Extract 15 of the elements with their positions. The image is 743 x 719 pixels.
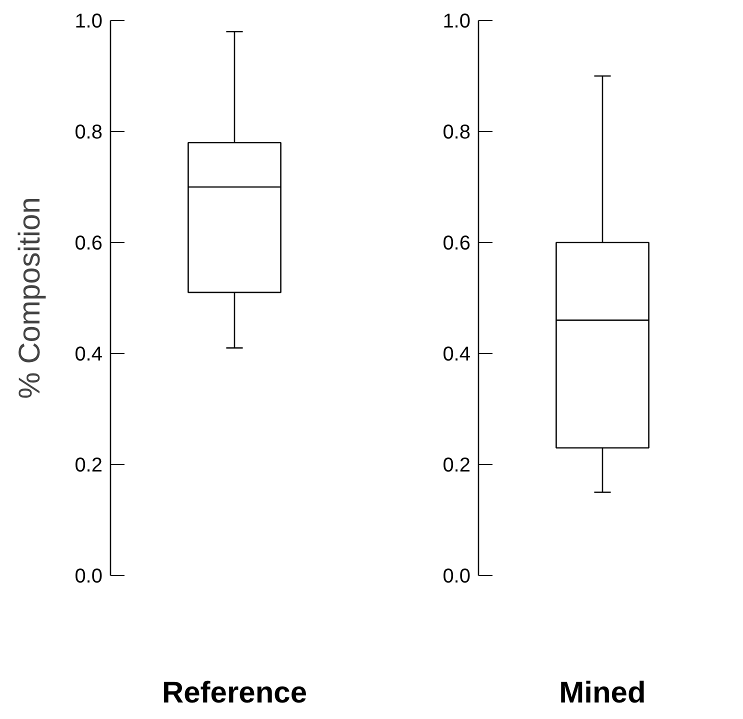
y-tick-label: 0.8 (74, 122, 103, 144)
y-tick-label: 1.0 (442, 10, 471, 32)
y-tick-label: 0.6 (74, 232, 103, 254)
y-tick-label: 0.4 (74, 344, 103, 366)
y-tick-label: 0.0 (74, 566, 103, 588)
x-tick-label: Reference (162, 676, 308, 710)
y-tick-label: 0.2 (74, 454, 103, 476)
x-tick-label: Mined (559, 676, 646, 710)
y-tick-label: 0.0 (442, 566, 471, 588)
y-tick-label: 0.4 (442, 344, 471, 366)
y-tick-label: 0.8 (442, 122, 471, 144)
y-axis-title: % Composition (14, 197, 47, 399)
y-tick-label: 0.6 (442, 232, 471, 254)
y-tick-label: 0.2 (442, 454, 471, 476)
y-tick-label: 1.0 (74, 10, 103, 32)
